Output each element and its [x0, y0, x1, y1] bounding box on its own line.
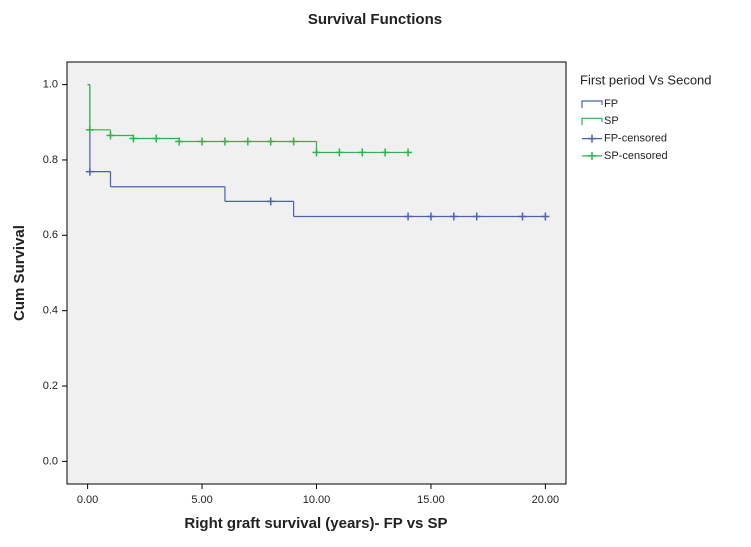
y-tick-label: 0.8	[43, 154, 58, 166]
censor-marker	[152, 134, 161, 143]
censor-marker	[220, 137, 229, 146]
censor-marker	[198, 137, 207, 146]
censor-marker	[266, 137, 275, 146]
legend-marker	[588, 134, 596, 143]
censor-marker	[175, 137, 184, 146]
y-tick-label: 0.2	[43, 380, 58, 392]
x-tick-label: 10.00	[303, 494, 331, 506]
censor-marker	[404, 148, 413, 157]
y-tick-label: 0.6	[43, 229, 58, 241]
censor-marker	[426, 212, 435, 221]
censor-marker	[358, 148, 367, 157]
legend-title: First period Vs Second	[580, 72, 712, 87]
x-tick-label: 0.00	[77, 494, 98, 506]
legend-label: SP	[604, 115, 619, 127]
x-tick-label: 15.00	[417, 494, 445, 506]
legend-symbol	[581, 100, 603, 108]
y-tick-label: 0.0	[43, 455, 58, 467]
censor-marker	[472, 212, 481, 221]
legend-label: FP-censored	[604, 133, 667, 145]
y-axis-label: Cum Survival	[11, 225, 28, 321]
censor-marker	[518, 212, 527, 221]
censor-marker	[289, 137, 298, 146]
censor-marker	[266, 197, 275, 206]
censor-marker	[106, 131, 115, 140]
chart-title: Survival Functions	[308, 11, 442, 28]
censor-marker	[312, 148, 321, 157]
censor-marker	[129, 134, 138, 143]
y-tick-label: 0.4	[43, 305, 58, 317]
legend-marker	[588, 151, 596, 160]
y-tick-label: 1.0	[43, 79, 58, 91]
censor-marker	[404, 212, 413, 221]
censor-marker	[85, 167, 94, 176]
censor-marker	[449, 212, 458, 221]
legend-label: FP	[604, 98, 618, 110]
x-axis-label: Right graft survival (years)- FP vs SP	[184, 515, 447, 532]
censor-marker	[85, 125, 94, 134]
plot-area	[66, 61, 567, 485]
legend-label: SP-censored	[604, 150, 668, 162]
x-tick-label: 5.00	[191, 494, 212, 506]
censor-marker	[541, 212, 550, 221]
censor-marker	[335, 148, 344, 157]
censor-marker	[381, 148, 390, 157]
legend-symbol	[581, 117, 603, 126]
x-tick-label: 20.00	[532, 494, 560, 506]
censor-marker	[243, 137, 252, 146]
